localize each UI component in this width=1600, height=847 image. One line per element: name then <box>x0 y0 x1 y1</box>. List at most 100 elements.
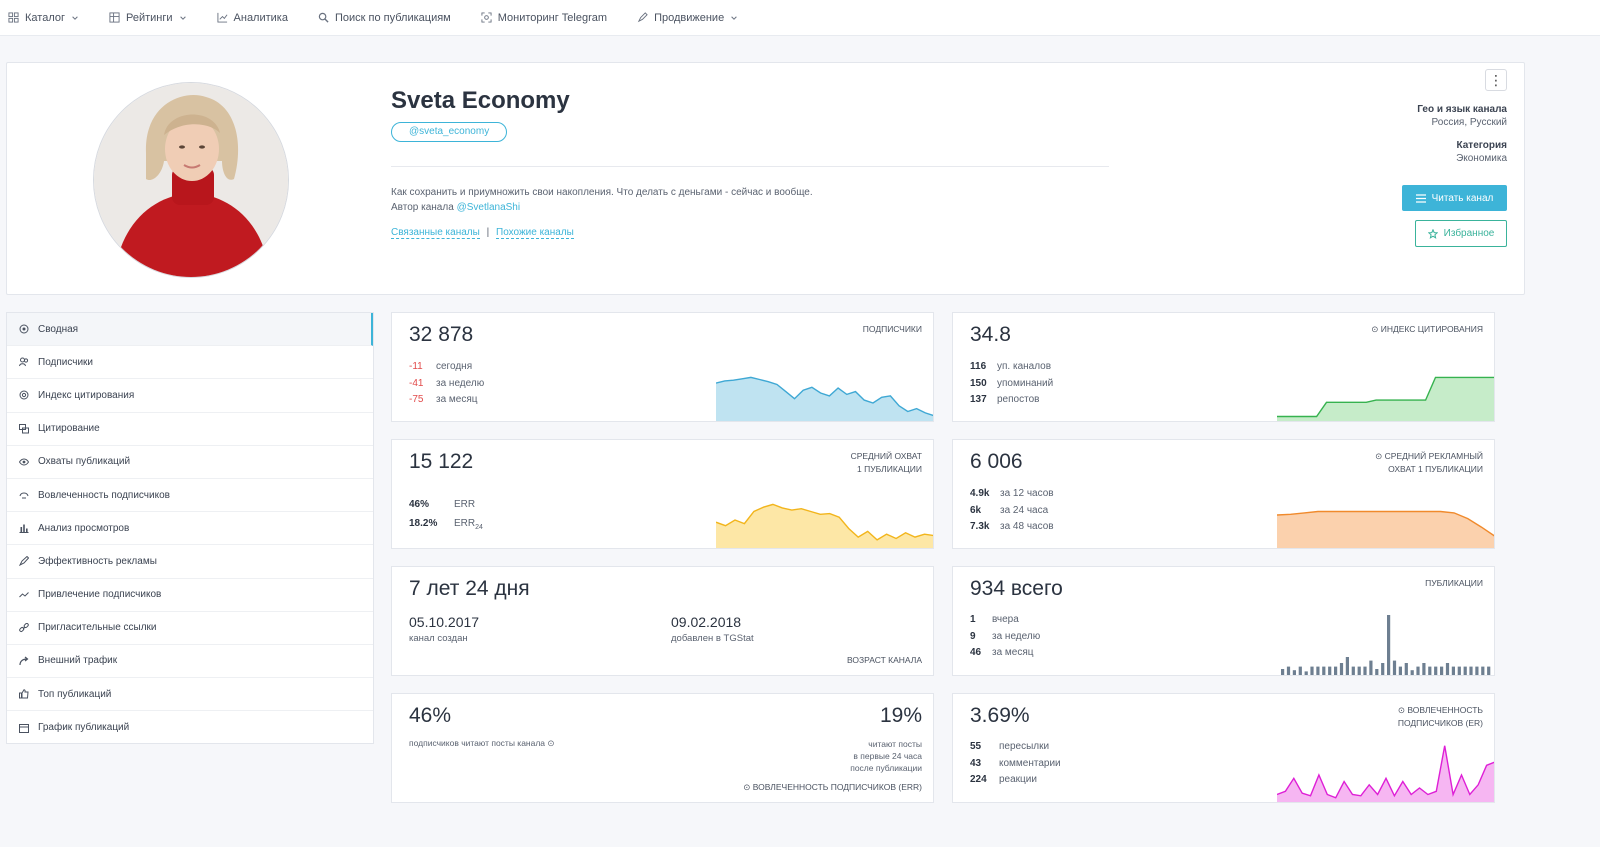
chart-line-icon <box>216 12 227 23</box>
sidebar-item-citation[interactable]: Цитирование <box>7 413 373 446</box>
avg-reach-value: 15 122 <box>409 450 474 473</box>
read-24h-line3: после публикации <box>850 763 922 773</box>
publications-bar <box>1469 666 1473 675</box>
publications-bar <box>1422 663 1426 675</box>
change-row: -75 за месяц <box>409 392 484 409</box>
stat-label: реакции <box>999 774 1037 785</box>
quote-icon <box>19 423 29 434</box>
stat-row: 6k за 24 часа <box>970 503 1054 520</box>
sidebar-item-invite-links[interactable]: Пригласительные ссылки <box>7 612 373 645</box>
eye-icon <box>19 458 29 466</box>
related-channels-link[interactable]: Связанные каналы <box>391 227 480 239</box>
publications-bar <box>1381 663 1385 675</box>
stat-value: 46 <box>970 647 982 658</box>
chevron-down-icon <box>179 15 186 20</box>
added-date: 09.02.2018 <box>671 614 742 630</box>
change-row: -11 сегодня <box>409 359 484 376</box>
info-icon: ⊙ <box>1397 705 1408 715</box>
sidebar-item-engagement[interactable]: Вовлеченность подписчиков <box>7 479 373 513</box>
sidebar-item-ad-efficiency[interactable]: Эффективность рекламы <box>7 545 373 579</box>
sidebar-item-external-traffic[interactable]: Внешний трафик <box>7 645 373 679</box>
publications-card[interactable]: 934 всего публикации 1 вчера 9 за неделю 4… <box>952 566 1495 676</box>
change-period: за неделю <box>436 377 485 389</box>
sidebar-item-summary[interactable]: Сводная <box>7 313 373 347</box>
stat-row: 55 пересылки <box>970 739 1061 756</box>
publications-bar <box>1428 666 1432 675</box>
users-icon <box>19 357 29 367</box>
added-block: 09.02.2018 добавлен в TGStat <box>671 614 754 644</box>
author-line: Автор канала @SvetlanaShi <box>391 200 813 215</box>
stat-label: за 12 часов <box>1000 488 1054 499</box>
ad-reach-sparkline <box>1277 510 1494 548</box>
ad-reach-label-line1: средний рекламный <box>1384 451 1483 461</box>
stat-row: 46 за месяц <box>970 645 1040 662</box>
publications-bar <box>1445 663 1450 675</box>
read-channel-button[interactable]: Читать канал <box>1402 185 1507 211</box>
favorite-button[interactable]: Избранное <box>1415 220 1507 247</box>
publications-label: публикации <box>1425 578 1483 588</box>
er-label-line1-wrap: ⊙ вовлеченность <box>1398 704 1483 717</box>
publications-bar <box>1322 666 1326 675</box>
channel-links: Связанные каналы | Похожие каналы <box>391 227 574 239</box>
nav-search[interactable]: Поиск по публикациям <box>318 12 451 24</box>
category-link[interactable]: Экономика <box>1456 153 1507 164</box>
publications-bar <box>1292 670 1296 675</box>
added-label: добавлен в TGStat <box>671 633 754 644</box>
nav-promotion[interactable]: Продвижение <box>637 12 738 24</box>
channel-profile-card: Sveta Economy @sveta_economy Как сохрани… <box>6 62 1525 295</box>
read-share-value: 46% <box>409 704 452 727</box>
read-channel-label: Читать канал <box>1431 192 1494 204</box>
publications-bar <box>1463 666 1467 675</box>
info-icon: ⊙ <box>547 738 555 748</box>
avg-reach-card[interactable]: 15 122 средний охват 1 публикации 46% ERR… <box>391 439 934 549</box>
calendar-icon <box>19 723 29 733</box>
author-prefix: Автор канала <box>391 202 454 213</box>
sidebar-item-subscribers[interactable]: Подписчики <box>7 346 373 380</box>
sidebar-item-reach[interactable]: Охваты публикаций <box>7 446 373 479</box>
publications-bar <box>1398 666 1402 675</box>
sidebar-item-acquisition[interactable]: Привлечение подписчиков <box>7 579 373 612</box>
publications-total: 934 всего <box>970 577 1063 600</box>
geo-label: Гео и язык канала <box>1417 104 1507 115</box>
sidebar-item-citation-index[interactable]: Индекс цитирования <box>7 379 373 413</box>
more-options-button[interactable]: ⋮ <box>1485 69 1507 91</box>
publications-bar <box>1434 666 1438 675</box>
stat-label: комментарии <box>999 757 1061 769</box>
sidebar-item-views-analysis[interactable]: Анализ просмотров <box>7 512 373 546</box>
similar-channels-link[interactable]: Похожие каналы <box>496 227 574 239</box>
citation-index-value: 34.8 <box>970 323 1011 346</box>
nav-analytics[interactable]: Аналитика <box>216 11 288 24</box>
reach-series-area <box>716 504 933 548</box>
author-link[interactable]: @SvetlanaShi <box>456 202 521 213</box>
publications-bar <box>1345 657 1349 675</box>
top-nav: Каталог Рейтинги Аналитика Поиск по публ… <box>0 0 1600 36</box>
er-stats: 55 пересылки 43 комментарии 224 реакции <box>970 739 1061 789</box>
summary-icon <box>19 324 29 334</box>
ad-reach-value: 6 006 <box>970 450 1023 473</box>
sidebar-item-label: Эффективность рекламы <box>38 555 157 567</box>
citation-series-area <box>1277 377 1494 421</box>
channel-handle-badge[interactable]: @sveta_economy <box>391 122 508 142</box>
publications-bar <box>1339 663 1344 675</box>
sidebar-item-post-schedule[interactable]: График публикаций <box>7 711 373 744</box>
geo-value: Россия, Русский <box>1431 117 1507 128</box>
stat-row: 7.3k за 48 часов <box>970 519 1054 536</box>
ad-reach-series-line <box>1277 510 1494 537</box>
subscribers-card[interactable]: 32 878 подписчики -11 сегодня -41 за недел… <box>391 312 934 422</box>
description-text: Как сохранить и приумножить свои накопле… <box>391 187 813 198</box>
stat-label: за 24 часа <box>1000 504 1049 516</box>
change-value: -41 <box>409 377 424 389</box>
nav-analytics-label: Аналитика <box>233 11 288 24</box>
nav-ratings[interactable]: Рейтинги <box>109 12 187 24</box>
er-card[interactable]: 3.69% ⊙ вовлеченность подписчиков (ER) 5… <box>952 693 1495 803</box>
citation-index-card[interactable]: 34.8 ⊙ индекс цитирования 116 уп. каналов… <box>952 312 1495 422</box>
err-value: 46% <box>409 499 430 510</box>
sidebar-menu: Сводная Подписчики Индекс цитирования Ци… <box>6 312 374 744</box>
rating-icon <box>109 12 120 23</box>
sidebar-item-label: Индекс цитирования <box>38 389 135 401</box>
nav-monitoring[interactable]: Мониторинг Telegram <box>481 12 607 24</box>
publications-bar <box>1351 666 1355 675</box>
sidebar-item-top-posts[interactable]: Топ публикаций <box>7 678 373 712</box>
ad-reach-card[interactable]: 6 006 ⊙ средний рекламный охват 1 публик… <box>952 439 1495 549</box>
nav-catalog[interactable]: Каталог <box>8 12 79 24</box>
